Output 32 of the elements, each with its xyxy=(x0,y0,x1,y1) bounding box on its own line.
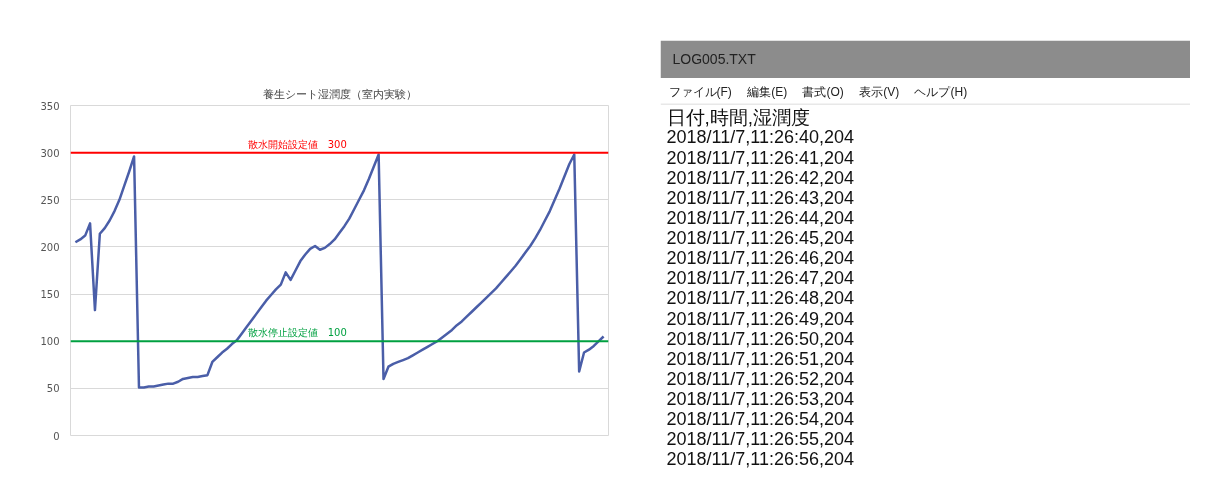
text: 2018/11/7,11:26:51,204 xyxy=(666,348,855,369)
y-tick-label: 100 xyxy=(40,336,60,348)
text: ファイル(F) 編集(E) 書式(O) 表示(V) ヘルプ(H) xyxy=(668,84,968,99)
y-tick-label: 350 xyxy=(40,100,60,112)
text: 2018/11/7,11:26:48,204 xyxy=(666,288,855,309)
text: 2018/11/7,11:26:44,204 xyxy=(666,207,855,228)
text: 2018/11/7,11:26:50,204 xyxy=(666,328,855,349)
text: 2018/11/7,11:26:55,204 xyxy=(666,429,855,450)
y-tick-label: 300 xyxy=(40,147,60,159)
text: 日付,時間,湿潤度 xyxy=(666,106,811,128)
chart-title: 養生シート湿潤度（室内実験） xyxy=(262,87,417,101)
text: 2018/11/7,11:26:45,204 xyxy=(666,228,855,249)
text: 2018/11/7,11:26:43,204 xyxy=(666,187,855,208)
text: 2018/11/7,11:26:53,204 xyxy=(666,389,855,410)
y-tick-label: 250 xyxy=(40,194,60,206)
text: 2018/11/7,11:26:52,204 xyxy=(666,368,855,389)
y-tick-label: 150 xyxy=(40,289,60,301)
text: LOG005.TXT xyxy=(672,51,757,68)
y-tick-label: 50 xyxy=(46,383,60,395)
text: 2018/11/7,11:26:54,204 xyxy=(666,409,855,430)
text: 2018/11/7,11:26:56,204 xyxy=(666,449,855,470)
text: 2018/11/7,11:26:40,204 xyxy=(666,127,855,148)
y-tick-label: 0 xyxy=(53,430,60,442)
text: 2018/11/7,11:26:47,204 xyxy=(666,268,855,289)
text: 2018/11/7,11:26:42,204 xyxy=(666,167,855,188)
y-tick-label: 200 xyxy=(40,241,60,253)
ref-line-label: 散水開始設定値 300 xyxy=(247,138,347,150)
text: 2018/11/7,11:26:41,204 xyxy=(666,147,855,168)
text: 2018/11/7,11:26:46,204 xyxy=(666,248,855,269)
ref-line-label: 散水停止設定値 100 xyxy=(247,327,347,339)
line-series xyxy=(74,153,605,389)
text: 2018/11/7,11:26:49,204 xyxy=(666,308,855,329)
